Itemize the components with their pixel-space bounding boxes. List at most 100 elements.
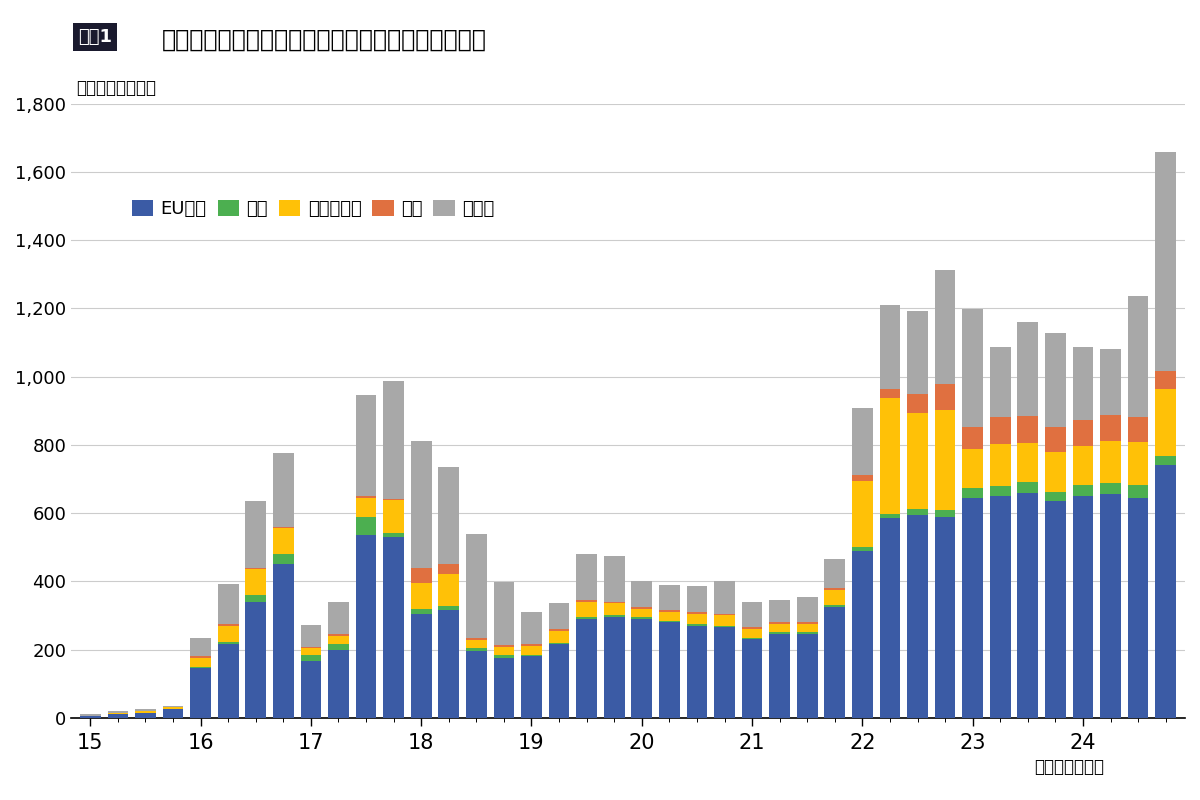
- Bar: [1100, 349, 1121, 415]
- Bar: [272, 454, 294, 526]
- Bar: [108, 713, 128, 714]
- Bar: [631, 607, 652, 609]
- Bar: [714, 615, 734, 626]
- Bar: [300, 649, 322, 654]
- Bar: [604, 556, 624, 602]
- Bar: [880, 514, 900, 518]
- Bar: [548, 629, 569, 630]
- Bar: [962, 488, 983, 498]
- Bar: [466, 534, 487, 638]
- Bar: [410, 583, 432, 609]
- Bar: [1156, 466, 1176, 718]
- Bar: [438, 606, 460, 610]
- Bar: [1128, 498, 1148, 718]
- Bar: [907, 394, 928, 413]
- Bar: [1018, 482, 1038, 493]
- Bar: [714, 582, 734, 614]
- Bar: [935, 517, 955, 718]
- Bar: [466, 640, 487, 649]
- Bar: [191, 656, 211, 658]
- Bar: [383, 498, 404, 501]
- Bar: [686, 614, 707, 624]
- Bar: [245, 595, 266, 602]
- Bar: [1018, 442, 1038, 482]
- Bar: [272, 564, 294, 718]
- Bar: [1128, 417, 1148, 442]
- Bar: [824, 607, 845, 718]
- Bar: [410, 568, 432, 583]
- Bar: [300, 646, 322, 649]
- Bar: [548, 603, 569, 629]
- Bar: [521, 644, 542, 646]
- Bar: [218, 642, 239, 644]
- Bar: [383, 533, 404, 537]
- Bar: [355, 517, 377, 535]
- Bar: [935, 510, 955, 517]
- Bar: [576, 602, 596, 617]
- Bar: [521, 646, 542, 654]
- Bar: [907, 413, 928, 509]
- Bar: [852, 474, 872, 481]
- Bar: [742, 627, 762, 629]
- Bar: [300, 625, 322, 646]
- Bar: [686, 586, 707, 612]
- Bar: [383, 537, 404, 718]
- Text: （季調済、トン）: （季調済、トン）: [77, 79, 156, 97]
- Bar: [852, 408, 872, 474]
- Bar: [742, 639, 762, 718]
- Bar: [1018, 322, 1038, 416]
- Bar: [797, 624, 817, 633]
- Bar: [604, 615, 624, 617]
- Bar: [990, 444, 1010, 486]
- Bar: [245, 501, 266, 568]
- Bar: [136, 711, 156, 713]
- Bar: [797, 597, 817, 622]
- Bar: [852, 481, 872, 547]
- Bar: [962, 309, 983, 427]
- Bar: [355, 498, 377, 517]
- Bar: [880, 305, 900, 389]
- Bar: [824, 588, 845, 590]
- Bar: [328, 634, 349, 636]
- Bar: [1156, 390, 1176, 456]
- Bar: [962, 427, 983, 449]
- Bar: [493, 658, 515, 718]
- Bar: [576, 554, 596, 600]
- Bar: [300, 662, 322, 718]
- Bar: [163, 709, 184, 718]
- Bar: [410, 614, 432, 718]
- Bar: [880, 389, 900, 398]
- Bar: [1073, 446, 1093, 485]
- Bar: [714, 614, 734, 615]
- Bar: [328, 636, 349, 644]
- Bar: [355, 395, 377, 496]
- Bar: [355, 535, 377, 718]
- Bar: [245, 570, 266, 595]
- Bar: [824, 605, 845, 607]
- Bar: [769, 624, 790, 633]
- Bar: [1100, 483, 1121, 494]
- Bar: [1100, 415, 1121, 441]
- Bar: [438, 564, 460, 574]
- Bar: [990, 347, 1010, 418]
- Bar: [355, 496, 377, 498]
- Bar: [272, 526, 294, 529]
- Bar: [576, 617, 596, 619]
- Bar: [108, 711, 128, 713]
- Bar: [163, 707, 184, 709]
- Bar: [769, 634, 790, 718]
- Bar: [300, 654, 322, 662]
- Bar: [548, 642, 569, 644]
- Bar: [797, 634, 817, 718]
- Bar: [852, 550, 872, 718]
- Bar: [1073, 485, 1093, 496]
- Bar: [714, 626, 734, 627]
- Bar: [907, 515, 928, 718]
- Text: （年、四半期）: （年、四半期）: [1034, 758, 1104, 776]
- Bar: [686, 612, 707, 614]
- Bar: [163, 706, 184, 707]
- Bar: [1156, 456, 1176, 466]
- Bar: [1073, 420, 1093, 446]
- Text: 図表1: 図表1: [78, 28, 112, 46]
- Bar: [742, 638, 762, 639]
